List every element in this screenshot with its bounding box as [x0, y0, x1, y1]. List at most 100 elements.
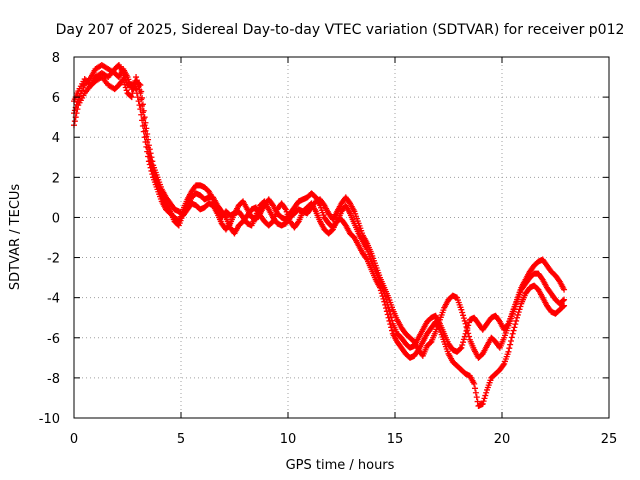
y-tick-label: -6 [47, 332, 60, 347]
data-point [122, 84, 129, 91]
data-point [480, 398, 487, 405]
data-point [73, 101, 80, 108]
y-tick-label: -4 [47, 292, 60, 307]
data-point [121, 81, 128, 88]
data-point [479, 400, 486, 407]
data-point [482, 392, 489, 399]
data-point [560, 297, 567, 304]
data-point [148, 161, 155, 168]
chart-title: Day 207 of 2025, Sidereal Day-to-day VTE… [56, 22, 625, 38]
y-tick-label: -10 [39, 412, 60, 427]
data-point [383, 305, 390, 312]
y-tick-label: -2 [47, 252, 60, 267]
y-axis-ticks: 8 6 4 2 0 -2 -4 -6 -8 -10 [39, 51, 609, 427]
data-point [133, 77, 140, 84]
data-point [509, 330, 516, 337]
data-point [459, 309, 466, 316]
data-point [560, 303, 567, 310]
y-tick-label: 4 [52, 131, 60, 146]
data-point [128, 94, 135, 101]
data-point [561, 296, 568, 303]
data-point [134, 94, 141, 101]
data-point [139, 109, 146, 116]
data-point [381, 298, 388, 305]
data-point [143, 133, 150, 140]
data-point [517, 303, 524, 310]
x-tick-label: 5 [177, 432, 185, 447]
data-point [458, 344, 465, 351]
data-point [387, 321, 394, 328]
data-point [507, 337, 514, 344]
x-tick-label: 0 [70, 432, 78, 447]
data-point [146, 153, 153, 160]
y-tick-label: 6 [52, 91, 60, 106]
data-point [282, 205, 289, 212]
x-tick-label: 10 [280, 432, 297, 447]
data-point [377, 287, 384, 294]
data-point [472, 385, 479, 392]
data-point [123, 87, 130, 94]
data-point [76, 93, 83, 100]
data-point [380, 295, 387, 302]
data-point [561, 302, 568, 309]
data-point [516, 306, 523, 313]
data-point [473, 394, 480, 401]
data-point [140, 115, 147, 122]
data-point [137, 90, 144, 97]
data-point [294, 219, 301, 226]
data-point [460, 339, 467, 346]
data-point [378, 290, 385, 297]
data-point [561, 286, 568, 293]
data-point [222, 213, 229, 220]
grid-lines [74, 57, 609, 418]
data-point [134, 80, 141, 87]
data-point [145, 150, 152, 157]
data-point [500, 362, 507, 369]
data-point [466, 319, 473, 326]
data-point [513, 314, 520, 321]
data-point [386, 317, 393, 324]
data-point [462, 320, 469, 327]
data-point [514, 311, 521, 318]
series-track-a [71, 62, 568, 355]
data-point [121, 78, 128, 85]
x-tick-label: 20 [494, 432, 511, 447]
series-track-c [71, 74, 568, 409]
x-tick-label: 15 [387, 432, 404, 447]
data-point [474, 398, 481, 405]
data-point [141, 122, 148, 129]
data-point [71, 118, 78, 125]
data-point [149, 164, 156, 171]
data-point [515, 309, 522, 316]
data-point [389, 327, 396, 334]
y-axis-label: SDTVAR / TECUs [8, 184, 23, 291]
x-axis-label: GPS time / hours [286, 458, 395, 473]
data-point [471, 380, 478, 387]
data-point [460, 312, 467, 319]
data-point [379, 293, 386, 300]
data-point [460, 315, 467, 322]
x-axis-ticks: 0 5 10 15 20 25 [70, 57, 617, 447]
data-points [71, 62, 568, 409]
data-point [129, 90, 136, 97]
data-point [131, 82, 138, 89]
data-point [460, 336, 467, 343]
data-point [505, 348, 512, 355]
data-point [127, 93, 134, 100]
data-point [506, 345, 513, 352]
data-point [457, 345, 464, 352]
data-point [139, 102, 146, 109]
y-tick-label: 0 [52, 211, 60, 226]
data-point [459, 341, 466, 348]
data-point [513, 317, 520, 324]
data-point [463, 323, 470, 330]
data-point [137, 106, 144, 113]
data-point [385, 314, 392, 321]
data-point [458, 306, 465, 313]
data-point [512, 321, 519, 328]
data-point [145, 144, 152, 151]
data-point [71, 107, 78, 114]
data-point [508, 334, 515, 341]
data-point [382, 301, 389, 308]
